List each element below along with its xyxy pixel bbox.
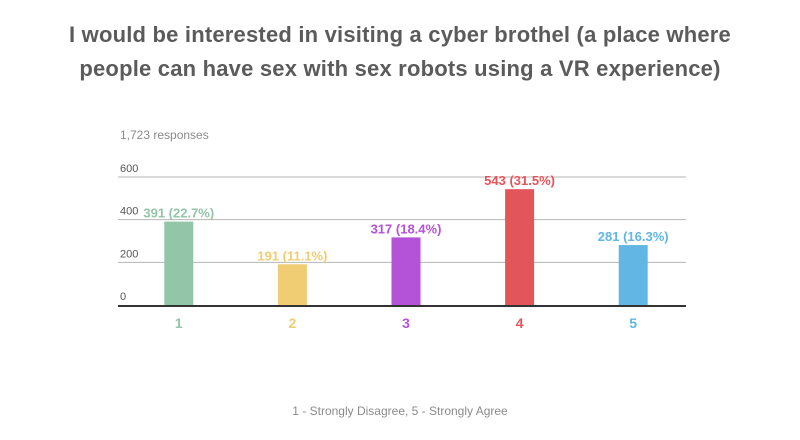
x-tick-label-4: 4: [516, 315, 524, 331]
data-label-1: 391 (22.7%): [143, 206, 214, 221]
bar-4: [505, 189, 535, 305]
x-tick-label-3: 3: [402, 315, 410, 331]
data-label-3: 317 (18.4%): [371, 221, 442, 236]
chart-title-line-1: I would be interested in visiting a cybe…: [69, 22, 731, 47]
chart-title: I would be interested in visiting a cybe…: [20, 18, 780, 86]
y-tick-label-400: 400: [120, 206, 138, 218]
chart-title-line-2: people can have sex with sex robots usin…: [79, 56, 721, 81]
y-tick-label-0: 0: [120, 291, 126, 303]
data-label-4: 543 (31.5%): [484, 173, 555, 188]
x-tick-label-2: 2: [289, 315, 297, 331]
y-tick-label-200: 200: [120, 248, 138, 260]
bar-5: [618, 245, 648, 305]
y-tick-label-600: 600: [120, 163, 138, 175]
data-label-5: 281 (16.3%): [598, 229, 669, 244]
x-tick-label-1: 1: [175, 315, 183, 331]
x-tick-label-5: 5: [629, 315, 637, 331]
bar-2: [277, 264, 307, 305]
scale-footnote: 1 - Strongly Disagree, 5 - Strongly Agre…: [292, 404, 508, 418]
bar-1: [164, 221, 194, 305]
response-count: 1,723 responses: [120, 128, 209, 142]
data-label-2: 191 (11.1%): [257, 248, 327, 263]
bar-3: [391, 237, 421, 305]
